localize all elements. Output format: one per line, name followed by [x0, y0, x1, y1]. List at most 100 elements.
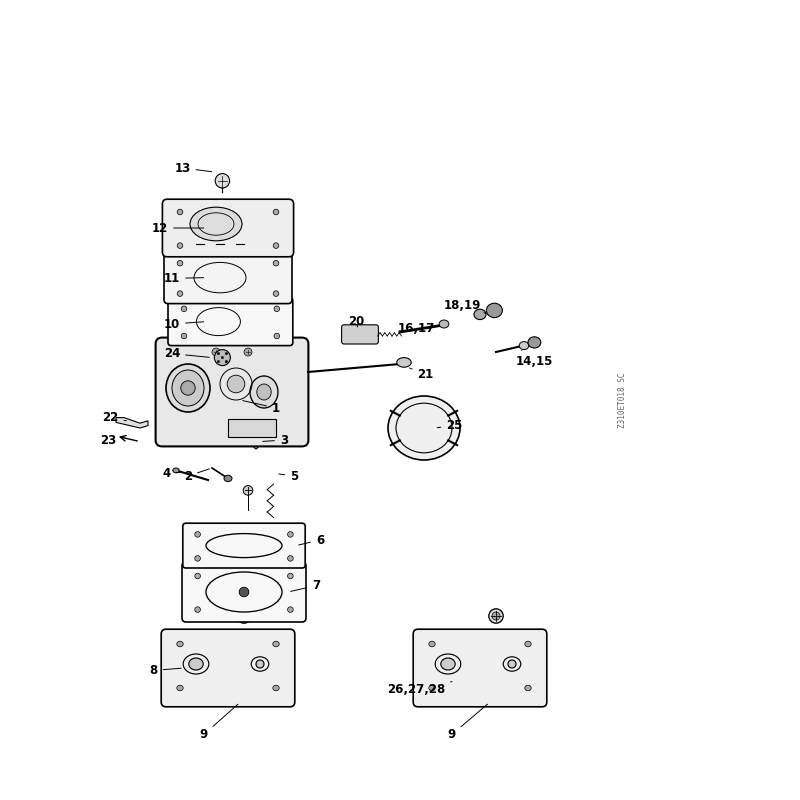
Text: 23: 23: [100, 434, 124, 446]
Text: 24: 24: [164, 347, 210, 360]
Ellipse shape: [273, 290, 279, 297]
Ellipse shape: [172, 370, 204, 406]
Ellipse shape: [288, 573, 294, 579]
Ellipse shape: [194, 606, 200, 613]
Text: 25: 25: [437, 419, 462, 432]
Ellipse shape: [244, 348, 252, 356]
Ellipse shape: [189, 658, 203, 670]
Ellipse shape: [256, 660, 264, 668]
Ellipse shape: [173, 468, 179, 473]
Ellipse shape: [250, 376, 278, 408]
Ellipse shape: [190, 207, 242, 241]
Ellipse shape: [441, 658, 455, 670]
Ellipse shape: [194, 531, 200, 538]
Text: 20: 20: [348, 315, 364, 328]
Ellipse shape: [224, 475, 232, 482]
Ellipse shape: [274, 306, 280, 312]
Text: 12: 12: [152, 222, 204, 234]
Text: 22: 22: [102, 411, 126, 424]
Ellipse shape: [273, 685, 279, 690]
Ellipse shape: [273, 243, 279, 248]
Text: 9: 9: [448, 704, 487, 741]
Ellipse shape: [397, 358, 411, 367]
FancyBboxPatch shape: [161, 629, 294, 707]
Text: 16,17: 16,17: [398, 322, 438, 334]
Text: 7: 7: [290, 579, 320, 592]
Ellipse shape: [288, 531, 294, 538]
Polygon shape: [116, 418, 148, 428]
Ellipse shape: [181, 381, 195, 395]
Ellipse shape: [181, 306, 187, 312]
Ellipse shape: [489, 609, 503, 623]
Text: 8: 8: [150, 664, 182, 677]
Ellipse shape: [166, 364, 210, 412]
Ellipse shape: [273, 642, 279, 646]
Text: Z310ET018 SC: Z310ET018 SC: [618, 372, 627, 428]
Text: 5: 5: [278, 470, 298, 482]
Ellipse shape: [273, 261, 279, 266]
Bar: [228, 419, 276, 437]
Text: 13: 13: [174, 162, 212, 174]
Text: 10: 10: [164, 318, 204, 330]
Ellipse shape: [492, 612, 500, 620]
Ellipse shape: [194, 555, 200, 562]
Ellipse shape: [519, 342, 529, 350]
Text: 9: 9: [200, 704, 238, 741]
Ellipse shape: [525, 642, 531, 646]
Ellipse shape: [508, 660, 516, 668]
Text: 2: 2: [184, 469, 210, 482]
Text: 6: 6: [298, 534, 324, 546]
Ellipse shape: [222, 357, 224, 358]
Ellipse shape: [257, 384, 271, 400]
Text: 11: 11: [164, 272, 204, 285]
Ellipse shape: [237, 609, 251, 623]
Text: 1: 1: [242, 401, 280, 414]
Ellipse shape: [177, 243, 182, 248]
Text: 14,15: 14,15: [516, 350, 553, 368]
Ellipse shape: [388, 396, 460, 460]
Ellipse shape: [215, 174, 230, 188]
Ellipse shape: [240, 612, 248, 620]
Text: 3: 3: [262, 434, 288, 446]
Ellipse shape: [177, 261, 182, 266]
Ellipse shape: [226, 352, 228, 354]
Ellipse shape: [528, 337, 541, 348]
Ellipse shape: [214, 350, 230, 366]
Ellipse shape: [274, 334, 280, 339]
Ellipse shape: [486, 303, 502, 318]
Ellipse shape: [218, 352, 219, 354]
Ellipse shape: [429, 685, 435, 690]
Ellipse shape: [177, 290, 182, 297]
Ellipse shape: [226, 360, 228, 362]
Ellipse shape: [177, 210, 182, 214]
FancyBboxPatch shape: [164, 251, 292, 303]
FancyBboxPatch shape: [162, 199, 294, 257]
Ellipse shape: [525, 685, 531, 690]
FancyBboxPatch shape: [168, 298, 293, 346]
Ellipse shape: [177, 642, 183, 646]
Ellipse shape: [212, 348, 220, 356]
Ellipse shape: [474, 310, 486, 319]
Ellipse shape: [288, 606, 294, 613]
Ellipse shape: [288, 555, 294, 562]
FancyBboxPatch shape: [182, 562, 306, 622]
Ellipse shape: [239, 587, 249, 597]
FancyBboxPatch shape: [155, 338, 308, 446]
Text: 21: 21: [410, 368, 434, 381]
Ellipse shape: [439, 320, 449, 328]
Ellipse shape: [273, 210, 279, 214]
Ellipse shape: [243, 486, 253, 495]
FancyBboxPatch shape: [342, 325, 378, 344]
Ellipse shape: [253, 434, 259, 449]
FancyBboxPatch shape: [182, 523, 305, 568]
Text: 4: 4: [162, 467, 180, 480]
Ellipse shape: [181, 334, 187, 339]
Ellipse shape: [177, 685, 183, 690]
Text: 26,27,28: 26,27,28: [387, 682, 452, 696]
FancyBboxPatch shape: [413, 629, 547, 707]
Text: 18,19: 18,19: [444, 299, 486, 314]
Ellipse shape: [218, 360, 219, 362]
Ellipse shape: [429, 642, 435, 646]
Ellipse shape: [227, 375, 245, 393]
Ellipse shape: [194, 573, 200, 579]
